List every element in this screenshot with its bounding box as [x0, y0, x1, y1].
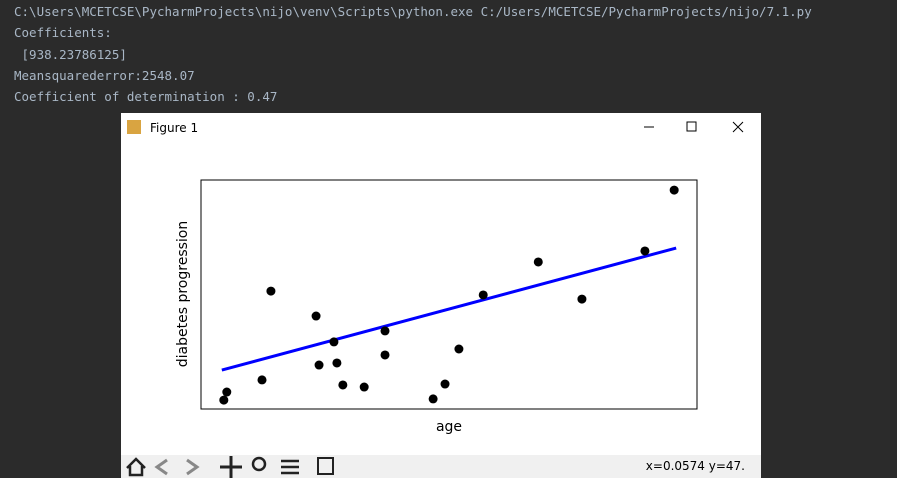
window-title: Figure 1	[150, 121, 198, 135]
data-point	[359, 382, 369, 392]
data-point	[454, 344, 464, 354]
data-point	[329, 337, 339, 347]
data-point	[440, 379, 450, 389]
data-point	[222, 387, 232, 397]
figure-window: Figure 1 x=0.0574 y=47. age diabetes pro…	[121, 113, 761, 478]
pan-button[interactable]	[220, 456, 242, 478]
home-button[interactable]	[126, 457, 146, 477]
x-axis-label: age	[436, 419, 462, 435]
back-button[interactable]	[154, 458, 168, 476]
console-line: [938.23786125]	[14, 46, 127, 62]
close-button[interactable]	[732, 121, 744, 133]
y-axis-label: diabetes progression	[175, 221, 191, 367]
status-text: x=0.0574 y=47.	[646, 459, 745, 473]
data-point	[640, 246, 650, 256]
forward-button[interactable]	[186, 458, 200, 476]
data-point	[669, 185, 679, 195]
data-point	[577, 294, 587, 304]
data-point	[266, 286, 276, 296]
regression-line	[221, 246, 677, 372]
zoom-button[interactable]	[251, 456, 267, 472]
data-point	[314, 360, 324, 370]
console-line: Coefficients:	[14, 25, 112, 41]
app-icon	[127, 120, 141, 134]
data-point	[533, 257, 543, 267]
data-point	[380, 350, 390, 360]
console-line: Meansquarederror:2548.07	[14, 67, 195, 83]
data-point	[380, 326, 390, 336]
data-point	[311, 311, 321, 321]
plot-frame	[200, 179, 698, 410]
console-line: C:\Users\MCETCSE\PycharmProjects\nijo\ve…	[14, 4, 812, 19]
data-point	[478, 290, 488, 300]
data-point	[219, 395, 229, 405]
configure-button[interactable]	[281, 459, 299, 475]
console-line: Coefficient of determination : 0.47	[14, 89, 278, 105]
maximize-button[interactable]	[686, 121, 697, 132]
save-button[interactable]	[317, 457, 334, 475]
data-point	[257, 375, 267, 385]
data-point	[338, 380, 348, 390]
data-point	[332, 358, 342, 368]
data-point	[428, 394, 438, 404]
